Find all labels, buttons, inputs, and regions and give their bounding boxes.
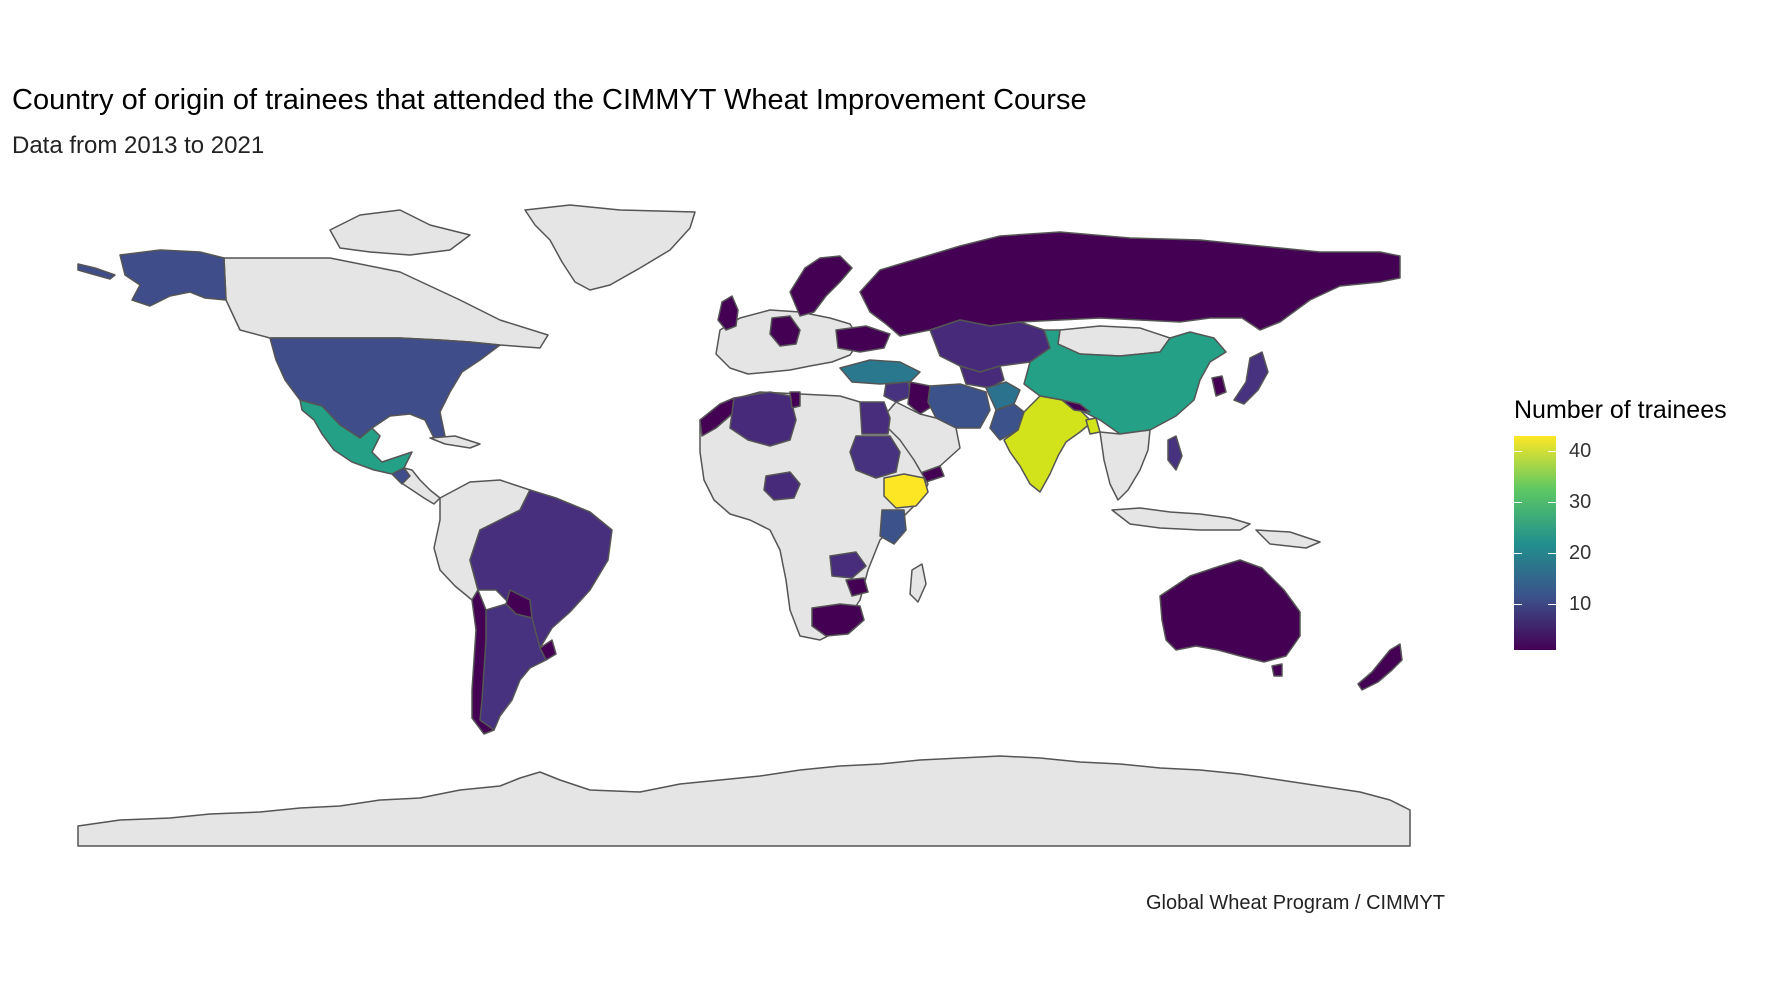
map-title: Country of origin of trainees that atten… — [12, 84, 1087, 116]
country-iran — [927, 383, 991, 429]
country-china — [1023, 329, 1227, 435]
country-alaska — [119, 249, 227, 307]
legend-title: Number of trainees — [1514, 396, 1727, 424]
country-uzbekistan — [959, 365, 1005, 389]
country-new-guinea — [1255, 529, 1321, 549]
country-syria — [883, 381, 913, 403]
country-sudan — [849, 435, 901, 479]
country-ukraine — [835, 325, 891, 353]
country-antarctica — [77, 755, 1411, 847]
country-algeria — [729, 391, 797, 447]
legend-ticks: 10 20 30 40 — [1514, 436, 1634, 650]
country-canada — [223, 257, 549, 349]
country-chile — [471, 589, 495, 735]
legend-tick-label: 10 — [1569, 593, 1592, 616]
country-japan — [1233, 351, 1269, 405]
country-united-kingdom — [717, 295, 739, 331]
country-new-zealand — [1357, 643, 1403, 691]
country-tasmania — [1271, 663, 1283, 677]
legend-colorbar — [1514, 436, 1556, 650]
country-scandinavia — [789, 255, 853, 317]
country-turkey — [839, 359, 921, 385]
country-australia — [1159, 559, 1301, 663]
country-egypt — [859, 401, 891, 435]
country-south-africa — [811, 603, 865, 637]
country-cuba — [429, 435, 481, 449]
legend-tick-label: 20 — [1569, 542, 1592, 565]
country-zimbabwe — [845, 577, 869, 597]
country-madagascar — [909, 563, 927, 603]
country-afghanistan — [985, 381, 1021, 411]
country-mexico — [299, 399, 413, 475]
country-indonesia — [1111, 507, 1251, 531]
country-nepal — [1061, 399, 1091, 413]
country-southeast-asia — [1099, 429, 1151, 501]
country-zambia — [829, 551, 867, 579]
map-caption: Global Wheat Program / CIMMYT — [1146, 892, 1445, 914]
legend-tick-label: 40 — [1569, 440, 1592, 463]
country-germany — [769, 315, 801, 347]
country-russia — [859, 231, 1401, 337]
legend-tick-label: 30 — [1569, 491, 1592, 514]
country-alaska-aleutian — [77, 263, 116, 280]
country-korea — [1211, 375, 1227, 397]
country-arctic-islands — [329, 209, 471, 256]
country-ethiopia — [883, 473, 929, 509]
map-subtitle: Data from 2013 to 2021 — [12, 132, 265, 159]
country-bangladesh — [1085, 417, 1101, 435]
country-greenland — [524, 204, 696, 291]
country-guatemala — [391, 467, 411, 485]
country-united-states — [269, 337, 501, 441]
country-nigeria — [763, 471, 801, 501]
country-tunisia — [789, 391, 801, 409]
country-kenya — [879, 509, 907, 545]
country-philippines — [1167, 435, 1183, 471]
legend: Number of trainees 10 20 30 40 — [1514, 396, 1764, 676]
country-india — [1003, 395, 1093, 493]
